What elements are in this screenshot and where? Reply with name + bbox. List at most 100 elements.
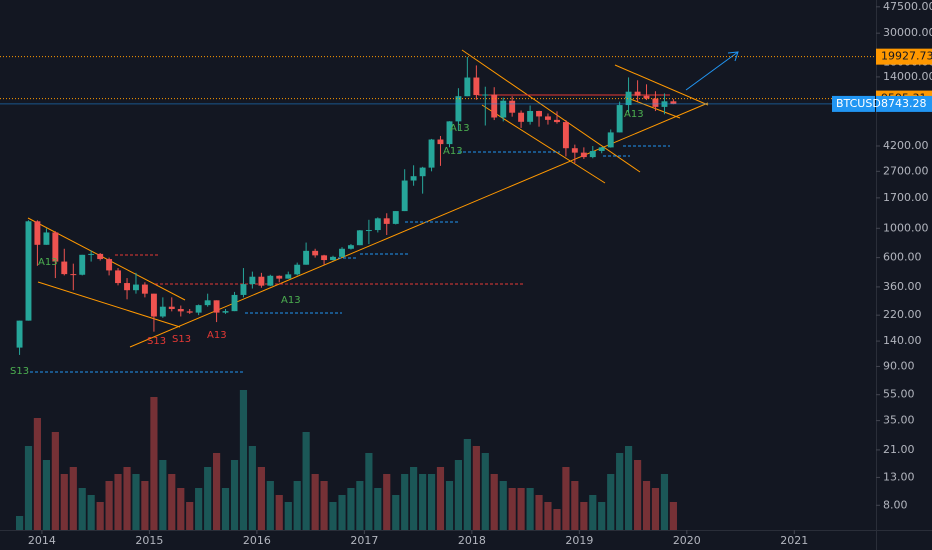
candle-body	[61, 261, 68, 275]
volume-bar	[69, 467, 77, 530]
volume-bar	[562, 467, 570, 530]
volume-bar	[571, 481, 579, 530]
price-label-box	[876, 48, 932, 65]
annotations: S13 A13 A13 S13 S13 A13 A13 A13 A13	[10, 109, 644, 377]
volume-bar	[24, 446, 33, 530]
candle-body	[473, 77, 480, 96]
trendline	[481, 104, 606, 184]
volume-bar	[212, 453, 221, 530]
y-tick-label: 35.00	[883, 414, 915, 427]
annotation: A13	[443, 146, 463, 157]
volume-bar	[419, 474, 427, 530]
y-tick-label: 600.00	[883, 251, 922, 264]
volume-bar	[195, 488, 203, 530]
volume-bar	[105, 481, 113, 530]
volume-bar	[607, 474, 615, 530]
volume-bar	[42, 460, 51, 530]
volume-bar	[410, 467, 418, 530]
volume-bar	[544, 502, 552, 530]
price-label: 19927.73	[881, 50, 932, 63]
candle-body	[79, 254, 86, 275]
volume-bar	[311, 474, 319, 530]
volume-bar	[293, 481, 301, 530]
volume-bar	[132, 474, 140, 530]
x-tick-label: 2020	[673, 534, 701, 547]
volume-bar	[266, 481, 274, 530]
volume-bar	[123, 467, 131, 530]
y-tick-label: 30000.00	[883, 26, 932, 39]
candle-body	[133, 284, 139, 291]
candle-body	[428, 139, 435, 168]
volume-bar	[141, 481, 149, 530]
candle-body	[195, 305, 202, 313]
trendline	[614, 64, 709, 106]
y-tick-label: 360.00	[883, 280, 922, 293]
candle-body	[652, 98, 659, 107]
candle-body	[115, 270, 121, 284]
volume-bar	[15, 516, 24, 530]
candle-body	[536, 110, 542, 117]
y-tick-label: 13.00	[883, 470, 915, 483]
candle-body	[231, 294, 238, 312]
candle-body	[464, 77, 471, 97]
annotation: S13	[172, 334, 191, 345]
volume-bar	[60, 474, 68, 530]
candle-body	[401, 180, 408, 212]
candle-body	[365, 230, 372, 232]
candle-body	[258, 276, 265, 286]
volume-bar	[589, 495, 597, 530]
candle-body	[598, 147, 605, 151]
candle-body	[419, 167, 426, 177]
volume-bar	[553, 509, 561, 530]
x-tick-label: 2014	[28, 534, 56, 547]
volume-bar	[383, 474, 391, 530]
symbol-label: BTCUSD	[836, 97, 881, 110]
volume-layer	[15, 390, 677, 530]
arrow	[685, 51, 739, 91]
volume-bar	[114, 474, 122, 530]
symbol-box	[832, 95, 875, 112]
candle-body	[482, 94, 489, 96]
candle-body	[634, 91, 641, 96]
candle-body	[607, 132, 614, 148]
volume-bar	[159, 460, 167, 530]
candle-body	[383, 218, 390, 224]
volume-bar	[526, 488, 534, 530]
candle-body	[330, 256, 336, 261]
volume-bar	[508, 488, 516, 530]
y-tick-label: 1700.00	[883, 191, 929, 204]
y-tick-label: 21.00	[883, 443, 915, 456]
candle-body	[124, 283, 131, 291]
volume-bar	[221, 488, 230, 530]
volume-bar	[204, 467, 212, 530]
candle-body	[186, 311, 193, 313]
volume-bar	[257, 467, 265, 530]
y-tick-label: 55.00	[883, 388, 915, 401]
annotation: A13	[38, 257, 58, 268]
volume-bar	[436, 467, 445, 530]
annotation: A13	[450, 123, 470, 134]
y-tick-label: 2700.00	[883, 164, 929, 177]
y-tick-label: 47500.00	[883, 0, 932, 13]
y-tick-label: 4200.00	[883, 139, 929, 152]
volume-bar	[168, 474, 176, 530]
y-tick-label: 90.00	[883, 359, 915, 372]
volume-bar	[445, 481, 454, 530]
candle-body	[410, 176, 417, 181]
volume-bar	[347, 488, 355, 530]
candle-body	[159, 306, 166, 317]
volume-bar	[374, 488, 382, 530]
volume-bar	[472, 446, 480, 530]
volume-bar	[230, 460, 239, 530]
candle-body	[616, 105, 623, 133]
volume-bar	[642, 481, 651, 530]
price-label: 8743.28	[881, 97, 927, 110]
candle-body	[518, 112, 525, 122]
y-tick-label: 220.00	[883, 308, 922, 321]
candle-body	[455, 96, 462, 122]
arrow-head	[727, 51, 739, 62]
candle-body	[491, 94, 498, 118]
volume-bar	[427, 474, 436, 530]
volume-bar	[239, 390, 248, 530]
volume-bar	[329, 502, 337, 530]
